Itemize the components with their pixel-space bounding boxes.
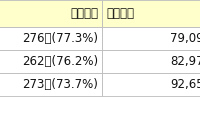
Bar	[0, 73, 102, 96]
Bar	[0, 0, 102, 27]
Text: 82,972명: 82,972명	[170, 55, 200, 68]
Text: 수시모집: 수시모집	[70, 7, 98, 20]
Bar	[102, 0, 200, 27]
Text: 92,652명: 92,652명	[170, 78, 200, 91]
Text: 정시모집: 정시모집	[106, 7, 134, 20]
Bar	[102, 27, 200, 50]
Text: 262명(76.2%): 262명(76.2%)	[22, 55, 98, 68]
Text: 273명(73.7%): 273명(73.7%)	[22, 78, 98, 91]
Bar	[0, 27, 102, 50]
Text: 276명(77.3%): 276명(77.3%)	[22, 32, 98, 45]
Bar	[0, 50, 102, 73]
Text: 79,090명: 79,090명	[170, 32, 200, 45]
Bar	[102, 50, 200, 73]
Bar	[102, 73, 200, 96]
